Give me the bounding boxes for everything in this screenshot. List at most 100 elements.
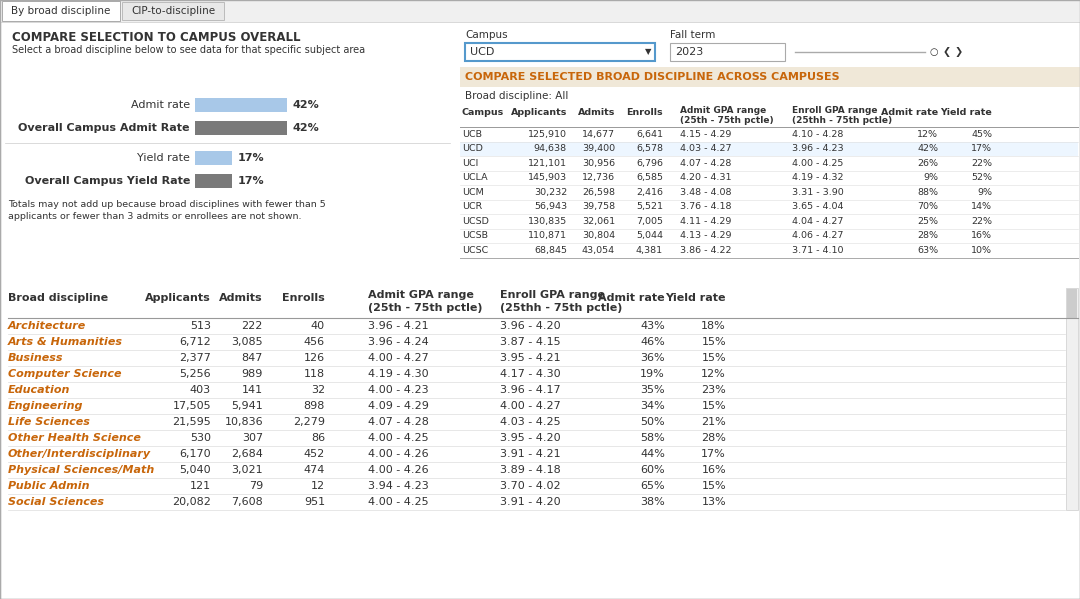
Text: Fall term: Fall term xyxy=(670,30,715,40)
Text: Enroll GPA range: Enroll GPA range xyxy=(500,290,605,300)
Text: 3.96 - 4.20: 3.96 - 4.20 xyxy=(500,321,561,331)
Text: 38%: 38% xyxy=(640,497,665,507)
Text: 15%: 15% xyxy=(701,337,726,347)
Text: Admits: Admits xyxy=(219,293,264,303)
Text: Other Health Science: Other Health Science xyxy=(8,433,140,443)
Text: UCSD: UCSD xyxy=(462,217,489,226)
Text: 4.00 - 4.27: 4.00 - 4.27 xyxy=(500,401,561,411)
Text: 26,598: 26,598 xyxy=(582,187,615,196)
Text: 4.09 - 4.29: 4.09 - 4.29 xyxy=(368,401,429,411)
Text: (25th - 75th pctle): (25th - 75th pctle) xyxy=(368,303,483,313)
Text: Admit rate: Admit rate xyxy=(598,293,665,303)
Bar xyxy=(195,121,287,135)
Text: 17%: 17% xyxy=(971,144,993,153)
Text: 15%: 15% xyxy=(701,481,726,491)
Text: 20,082: 20,082 xyxy=(172,497,211,507)
Text: Overall Campus Yield Rate: Overall Campus Yield Rate xyxy=(25,176,190,186)
Text: 513: 513 xyxy=(190,321,211,331)
Text: 4.15 - 4.29: 4.15 - 4.29 xyxy=(680,130,731,139)
Text: 16%: 16% xyxy=(971,231,993,240)
Text: 3.96 - 4.17: 3.96 - 4.17 xyxy=(500,385,561,395)
Text: 12%: 12% xyxy=(917,130,939,139)
Text: Admit rate: Admit rate xyxy=(881,108,939,117)
Text: Physical Sciences/Math: Physical Sciences/Math xyxy=(8,465,154,475)
Text: (25thh - 75th pctle): (25thh - 75th pctle) xyxy=(500,303,622,313)
Text: 88%: 88% xyxy=(917,187,939,196)
Text: 452: 452 xyxy=(303,449,325,459)
Text: 7,005: 7,005 xyxy=(636,217,663,226)
Text: ❯: ❯ xyxy=(955,47,963,57)
Text: 70%: 70% xyxy=(917,202,939,211)
Text: 3.86 - 4.22: 3.86 - 4.22 xyxy=(680,246,731,255)
Text: 22%: 22% xyxy=(971,217,993,226)
Text: (25th - 75th pctle): (25th - 75th pctle) xyxy=(680,116,773,125)
Text: 68,845: 68,845 xyxy=(534,246,567,255)
Text: Yield rate: Yield rate xyxy=(941,108,993,117)
Text: 21,595: 21,595 xyxy=(172,417,211,427)
Text: 3.94 - 4.23: 3.94 - 4.23 xyxy=(368,481,429,491)
Text: 4,381: 4,381 xyxy=(636,246,663,255)
Text: 4.00 - 4.27: 4.00 - 4.27 xyxy=(368,353,429,363)
Text: 3.76 - 4.18: 3.76 - 4.18 xyxy=(680,202,731,211)
Text: 2,377: 2,377 xyxy=(179,353,211,363)
Text: Arts & Humanities: Arts & Humanities xyxy=(8,337,123,347)
Text: Admit rate: Admit rate xyxy=(131,100,190,110)
Text: 94,638: 94,638 xyxy=(534,144,567,153)
Text: UCR: UCR xyxy=(462,202,483,211)
Text: 456: 456 xyxy=(303,337,325,347)
Text: Admit GPA range: Admit GPA range xyxy=(680,106,766,115)
Text: 42%: 42% xyxy=(293,100,320,110)
Text: 4.07 - 4.28: 4.07 - 4.28 xyxy=(680,159,731,168)
Text: applicants or fewer than 3 admits or enrollees are not shown.: applicants or fewer than 3 admits or enr… xyxy=(8,212,301,221)
Text: Other/Interdisciplinary: Other/Interdisciplinary xyxy=(8,449,151,459)
Text: 3.95 - 4.20: 3.95 - 4.20 xyxy=(500,433,561,443)
Text: 6,578: 6,578 xyxy=(636,144,663,153)
Text: 65%: 65% xyxy=(640,481,665,491)
Text: 898: 898 xyxy=(303,401,325,411)
Text: UCSB: UCSB xyxy=(462,231,488,240)
Text: Yield rate: Yield rate xyxy=(665,293,726,303)
Text: 15%: 15% xyxy=(701,353,726,363)
Text: 10%: 10% xyxy=(971,246,993,255)
Text: 2,416: 2,416 xyxy=(636,187,663,196)
Text: 6,170: 6,170 xyxy=(179,449,211,459)
Bar xyxy=(670,43,785,61)
Text: 22%: 22% xyxy=(971,159,993,168)
Text: 5,256: 5,256 xyxy=(179,369,211,379)
Text: UCLA: UCLA xyxy=(462,173,488,182)
Text: 4.03 - 4.27: 4.03 - 4.27 xyxy=(680,144,731,153)
Text: By broad discipline: By broad discipline xyxy=(11,6,110,16)
Text: 141: 141 xyxy=(242,385,264,395)
Text: 126: 126 xyxy=(303,353,325,363)
Bar xyxy=(1067,289,1077,319)
Text: 3.96 - 4.21: 3.96 - 4.21 xyxy=(368,321,429,331)
Text: 474: 474 xyxy=(303,465,325,475)
Text: ○: ○ xyxy=(930,47,939,57)
Text: 121: 121 xyxy=(190,481,211,491)
Text: COMPARE SELECTED BROAD DISCIPLINE ACROSS CAMPUSES: COMPARE SELECTED BROAD DISCIPLINE ACROSS… xyxy=(465,72,839,82)
Text: 6,712: 6,712 xyxy=(179,337,211,347)
Text: 46%: 46% xyxy=(640,337,665,347)
Text: 4.06 - 4.27: 4.06 - 4.27 xyxy=(792,231,843,240)
Text: 2023: 2023 xyxy=(675,47,703,57)
Text: 40: 40 xyxy=(311,321,325,331)
Text: 25%: 25% xyxy=(917,217,939,226)
Text: 3.95 - 4.21: 3.95 - 4.21 xyxy=(500,353,561,363)
Text: Business: Business xyxy=(8,353,64,363)
Text: 4.00 - 4.23: 4.00 - 4.23 xyxy=(368,385,429,395)
Text: 4.07 - 4.28: 4.07 - 4.28 xyxy=(368,417,429,427)
Text: 13%: 13% xyxy=(701,497,726,507)
Text: 86: 86 xyxy=(311,433,325,443)
Text: 4.00 - 4.25: 4.00 - 4.25 xyxy=(368,497,429,507)
Text: 4.20 - 4.31: 4.20 - 4.31 xyxy=(680,173,731,182)
Text: (25thh - 75th pctle): (25thh - 75th pctle) xyxy=(792,116,892,125)
Text: 3.48 - 4.08: 3.48 - 4.08 xyxy=(680,187,731,196)
Text: UCM: UCM xyxy=(462,187,484,196)
Bar xyxy=(460,67,1080,87)
Bar xyxy=(122,2,224,20)
Text: Computer Science: Computer Science xyxy=(8,369,121,379)
Text: UCI: UCI xyxy=(462,159,478,168)
Text: 5,941: 5,941 xyxy=(231,401,264,411)
Text: 28%: 28% xyxy=(917,231,939,240)
Text: 4.19 - 4.30: 4.19 - 4.30 xyxy=(368,369,429,379)
